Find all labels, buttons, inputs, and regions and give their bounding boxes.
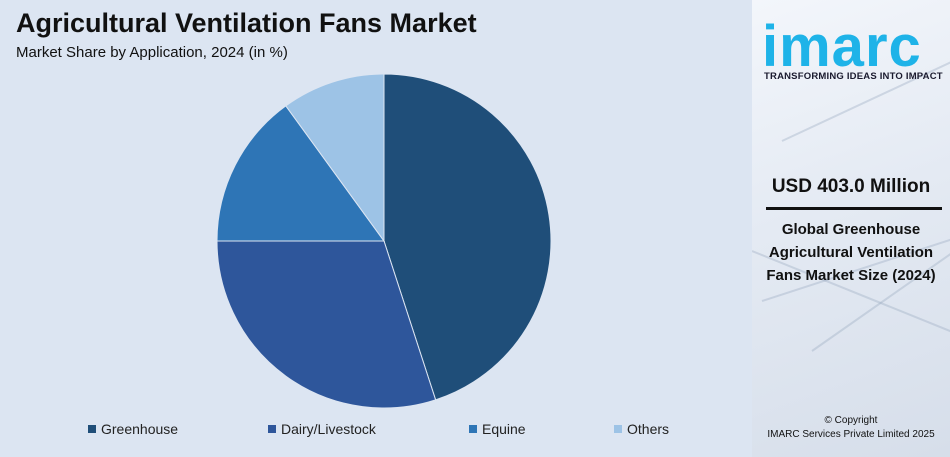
legend-label: Others (627, 421, 670, 437)
pie-slice-dairy-livestock (216, 240, 437, 409)
legend-item-greenhouse: Greenhouse (88, 421, 178, 437)
chart-panel: Agricultural Ventilation Fans Market Mar… (0, 8, 752, 439)
market-size-description: Global Greenhouse Agricultural Ventilati… (766, 221, 936, 284)
copyright-line: © Copyright (824, 415, 878, 426)
info-sidebar: imarc TRANSFORMING IDEAS INTO IMPACT USD… (752, 0, 950, 457)
legend-item-dairy-livestock: Dairy/Livestock (268, 421, 376, 437)
legend-swatch (268, 425, 276, 433)
legend-item-others: Others (614, 421, 669, 437)
copyright-owner: IMARC Services Private Limited 2025 (767, 429, 935, 440)
logo-wordmark: imarc (762, 14, 922, 79)
legend-item-equine: Equine (469, 421, 526, 437)
pie-slice-equine (216, 105, 385, 242)
legend-label: Dairy/Livestock (281, 421, 376, 437)
logo-tagline: TRANSFORMING IDEAS INTO IMPACT (764, 71, 943, 82)
chart-title: Agricultural Ventilation Fans Market (16, 8, 477, 38)
legend-swatch (469, 425, 477, 433)
divider (766, 207, 942, 210)
pie-slice-greenhouse (383, 73, 552, 401)
chart-legend: Greenhouse Dairy/Livestock Equine Others (0, 421, 752, 439)
pie-slice-others (285, 73, 385, 243)
imarc-logo: imarc (762, 18, 944, 86)
legend-swatch (88, 425, 96, 433)
legend-label: Equine (482, 421, 526, 437)
chart-subtitle: Market Share by Application, 2024 (in %) (16, 44, 288, 61)
legend-swatch (614, 425, 622, 433)
copyright: © Copyright IMARC Services Private Limit… (752, 414, 950, 442)
market-size-value: USD 403.0 Million (771, 176, 931, 197)
pie-chart (216, 73, 552, 409)
legend-label: Greenhouse (101, 421, 179, 437)
